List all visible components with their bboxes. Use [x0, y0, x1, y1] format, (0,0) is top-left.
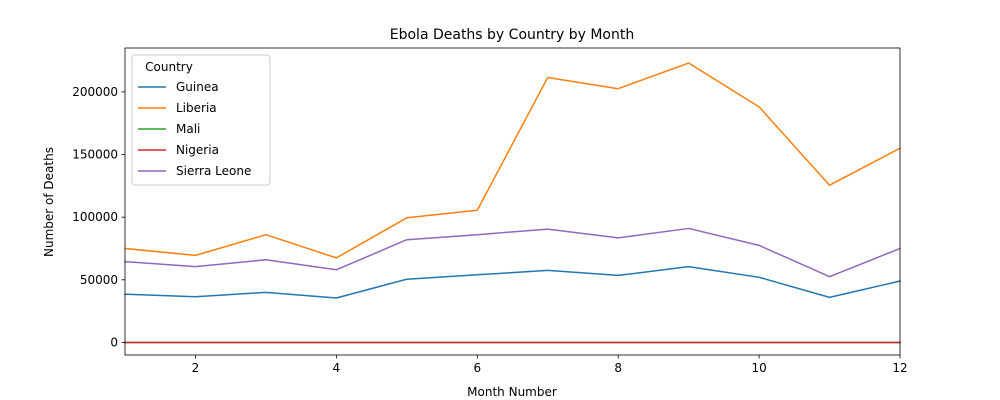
legend-entry: Nigeria — [176, 143, 219, 157]
legend-entry: Sierra Leone — [176, 164, 251, 178]
legend-entry: Guinea — [176, 80, 219, 94]
legend-entry: Mali — [176, 122, 200, 136]
y-axis: 0 50000 100000 150000 200000 — [72, 85, 125, 349]
y-tick-label: 150000 — [72, 148, 118, 162]
x-tick-label: 2 — [192, 361, 200, 375]
x-tick-label: 8 — [614, 361, 622, 375]
legend: Country Guinea Liberia Mali Nigeria Sierra Le… — [131, 54, 271, 186]
x-tick-label: 10 — [751, 361, 766, 375]
legend-title: Country — [145, 60, 193, 74]
legend-entry: Liberia — [176, 101, 217, 115]
plot-area — [124, 47, 902, 356]
chart-title: Ebola Deaths by Country by Month — [390, 27, 635, 43]
y-tick-label: 200000 — [72, 85, 118, 99]
y-tick-label: 100000 — [72, 210, 118, 224]
series-line-sierra-leone — [124, 227, 901, 278]
x-tick-label: 12 — [892, 361, 907, 375]
y-axis-label: Number of Deaths — [42, 147, 56, 257]
x-tick-label: 6 — [473, 361, 481, 375]
plot-frame — [124, 47, 901, 356]
series-line-liberia — [124, 62, 902, 259]
series-line-guinea — [124, 265, 901, 299]
x-axis: 2 4 6 8 10 12 — [192, 355, 908, 375]
y-tick-label: 50000 — [80, 273, 118, 287]
x-axis-label: Month Number — [467, 385, 557, 399]
y-tick-label: 0 — [110, 335, 118, 349]
x-tick-label: 4 — [333, 361, 341, 375]
legend-box — [131, 54, 271, 186]
